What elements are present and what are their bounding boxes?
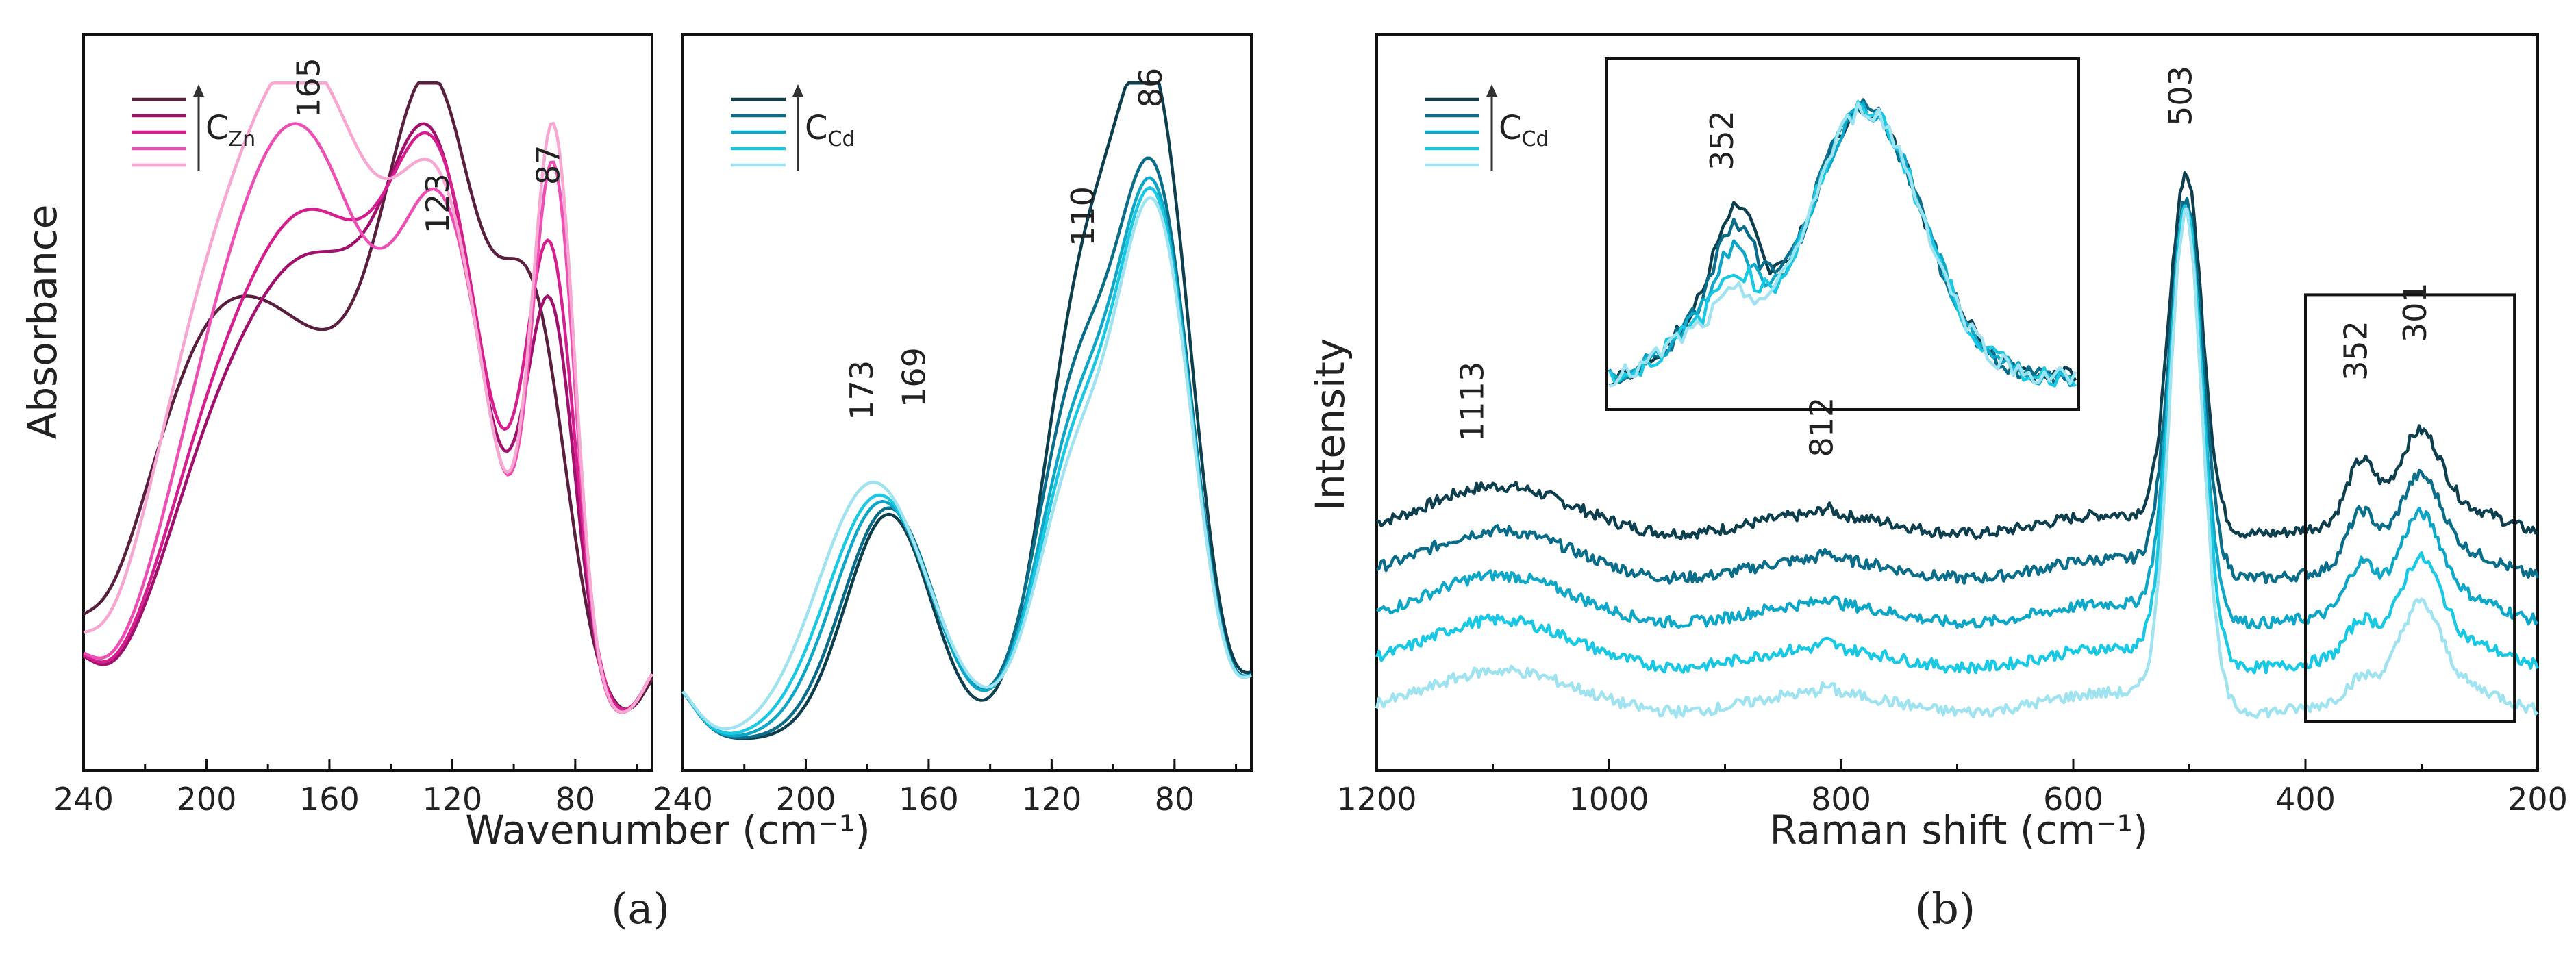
- x-tick-label: 80: [1155, 781, 1195, 818]
- absorbance-series-1: [681, 81, 1252, 740]
- panel-a-right-frame: [681, 33, 1253, 772]
- raman-series-5: [1375, 207, 2539, 719]
- x-tick-label: 120: [1021, 781, 1081, 818]
- legend-arrowhead-icon: [792, 84, 803, 97]
- panel-a-right-x-ticks: 240 200 160 120 80: [653, 759, 1238, 818]
- absorbance-series-3: [82, 131, 653, 712]
- peak-label-165: 165: [290, 58, 327, 118]
- absorbance-series-4: [681, 186, 1252, 735]
- x-tick-label: 80: [555, 781, 596, 818]
- raman-series-4: [1375, 204, 2540, 675]
- inset-frame: [1605, 57, 2080, 411]
- absorbance-series-3: [681, 176, 1252, 738]
- panel-a-label: (a): [611, 883, 669, 933]
- panel-b-label: (b): [1915, 883, 1975, 933]
- x-tick-label: 160: [299, 781, 360, 818]
- x-tick-label: 200: [2508, 781, 2568, 818]
- x-tick-label: 200: [776, 781, 836, 818]
- peak-label-123: 123: [419, 173, 456, 234]
- absorbance-series-1: [82, 81, 653, 712]
- cd-legend-b: CCd: [1425, 84, 1549, 171]
- peak-label-503: 503: [2162, 66, 2199, 126]
- inset-series-2: [1608, 98, 2076, 386]
- panel-b-raman: 1200 1000 800 600 400 200 1113 812 503 352 301 CC…: [1307, 33, 2568, 818]
- inset-annotation-352: 352: [1703, 110, 1740, 171]
- raman-series-1: [1375, 171, 2538, 541]
- peak-label-173: 173: [843, 360, 880, 420]
- legend-arrowhead-icon: [1486, 84, 1497, 97]
- absorbance-axis-label: Absorbance: [19, 205, 66, 440]
- peak-label-1113: 1113: [1453, 362, 1490, 442]
- panel-a-absorbance-zn: 240 200 160 120 80 165 123 87 CZn Absorbance: [19, 33, 653, 818]
- panel-b-frame: [1375, 33, 2539, 772]
- peak-label-812: 812: [1803, 397, 1840, 457]
- panel-a-absorbance-cd: 240 200 160 120 80 173 169 110 86 CCd: [653, 33, 1253, 818]
- legend-label: CCd: [1499, 109, 1549, 151]
- peak-label-169: 169: [895, 347, 932, 407]
- legend-label: CZn: [205, 109, 255, 151]
- peak-label-86: 86: [1132, 68, 1169, 108]
- x-tick-label: 160: [899, 781, 959, 818]
- raman-series-group: [1375, 171, 2540, 719]
- inset-series-3: [1608, 101, 2076, 388]
- raman-inset: 352: [1605, 57, 2080, 411]
- inset-series-group: [1608, 98, 2077, 388]
- panel-a-right-annotations: 173 169 110 86: [843, 68, 1169, 420]
- cd-legend-a: CCd: [731, 84, 855, 171]
- x-tick-label: 800: [1811, 781, 1871, 818]
- absorbance-series-2: [82, 122, 653, 712]
- panel-b-annotations: 1113 812 503 352 301: [1453, 66, 2433, 457]
- x-tick-label: 120: [422, 781, 482, 818]
- panel-a-left-frame: [82, 33, 653, 772]
- peak-label-301: 301: [2397, 282, 2434, 342]
- zn-legend: CZn: [132, 84, 255, 171]
- legend-arrowhead-icon: [193, 84, 204, 97]
- legend-label: CCd: [805, 109, 855, 151]
- peak-label-87: 87: [529, 145, 566, 186]
- panel-a-left-annotations: 165 123 87: [290, 58, 566, 234]
- zn-series-group: [82, 81, 653, 714]
- absorbance-series-5: [83, 81, 653, 714]
- x-tick-label: 400: [2275, 781, 2336, 818]
- x-tick-label: 240: [653, 781, 713, 818]
- inset-series-5: [1609, 101, 2077, 388]
- inset-series-1: [1609, 106, 2077, 388]
- x-tick-label: 1000: [1568, 781, 1649, 818]
- panel-b-x-ticks: 1200 1000 800 600 400 200: [1336, 759, 2568, 818]
- inset-series-4: [1608, 100, 2077, 388]
- peak-label-352: 352: [2337, 321, 2374, 381]
- raman-shift-axis-label: Raman shift (cm⁻¹): [1770, 807, 2149, 853]
- panel-a-left-x-ticks: 240 200 160 120 80: [53, 759, 638, 818]
- x-tick-label: 600: [2043, 781, 2103, 818]
- absorbance-series-4: [83, 122, 653, 714]
- highlight-region-box: [2304, 293, 2516, 723]
- raman-series-2: [1375, 197, 2540, 585]
- peak-label-110: 110: [1064, 186, 1101, 247]
- x-tick-label: 200: [177, 781, 237, 818]
- x-tick-label: 1200: [1336, 781, 1416, 818]
- raman-series-3: [1376, 208, 2539, 629]
- absorbance-series-2: [681, 156, 1252, 740]
- intensity-axis-label: Intensity: [1307, 338, 1353, 511]
- wavenumber-axis-label: Wavenumber (cm⁻¹): [465, 807, 871, 853]
- cd-series-group: [681, 81, 1252, 740]
- x-tick-label: 240: [53, 781, 114, 818]
- absorbance-series-5: [681, 196, 1252, 731]
